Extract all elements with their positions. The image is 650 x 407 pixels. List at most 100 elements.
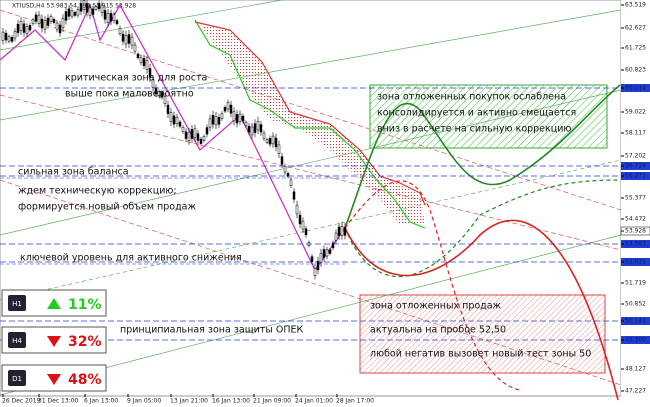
candle-body [100, 4, 104, 14]
trend-line [0, 179, 622, 386]
indicator-timeframe: H4 [12, 337, 22, 345]
candle-body [283, 166, 287, 173]
candle-body [193, 128, 197, 138]
indicator-badge [8, 332, 26, 348]
candle-body [28, 25, 32, 31]
bear-forecast [344, 219, 619, 401]
candle-body [127, 34, 131, 44]
channel-line [0, 89, 622, 236]
candle-body [199, 138, 203, 144]
time-label: 16 Jan 13:00 [212, 398, 250, 405]
annotation: выше пока маловероятно [65, 89, 194, 100]
candle-body [178, 121, 182, 127]
candle-body [160, 92, 164, 98]
candle-body [301, 220, 305, 230]
chart-header: XTIUSD,H4 53.983 54.194 53.915 53.928 [12, 3, 136, 10]
candle-body [238, 113, 242, 122]
candle-body [58, 24, 62, 34]
price-tag [621, 172, 650, 180]
candle-body [325, 249, 329, 257]
candle-body [124, 35, 128, 45]
indicator-badge [8, 370, 26, 386]
candle-body [142, 58, 146, 66]
price-label: 58.117 [625, 130, 646, 137]
indicator-arrow [47, 298, 61, 309]
price-tag [621, 84, 650, 92]
trend-line [0, 9, 622, 211]
price-label: 53.928 [625, 228, 646, 235]
candle-body [295, 204, 299, 215]
annotation: зона отложенных покупок ослаблена [377, 92, 566, 103]
price-label: 61.725 [625, 45, 646, 52]
annotation: вниз в расчете на сильную коррекцию [377, 124, 571, 135]
candle-body [172, 115, 176, 125]
candle-body [61, 18, 65, 28]
candle-body [94, 6, 98, 10]
zigzag [0, 3, 346, 272]
candle-body [232, 111, 236, 121]
annotation: критическая зона для роста [65, 73, 207, 84]
price-label: 48.127 [625, 366, 646, 373]
candle-body [106, 13, 110, 23]
candle-body [304, 228, 308, 235]
candle-body [181, 127, 185, 132]
time-label: 26 Dec 2019 [2, 398, 41, 405]
span-b [194, 21, 426, 206]
candle-body [13, 31, 17, 39]
indicator-arrow [47, 374, 61, 385]
candle-body [175, 116, 179, 125]
candle-body [217, 117, 221, 125]
candle-body [310, 256, 314, 263]
candle-body [331, 242, 335, 249]
candle-body [43, 20, 47, 30]
candle-body [316, 260, 320, 271]
candle-body [40, 18, 44, 29]
candle-body [130, 36, 134, 46]
candle-body [115, 20, 119, 25]
candle-body [340, 226, 344, 236]
candle-body [91, 8, 95, 15]
candle-body [151, 79, 155, 88]
span-a [194, 19, 426, 229]
price-tag [621, 162, 650, 170]
candle-body [34, 14, 38, 22]
time-label: 6 Jan 13:00 [84, 398, 118, 405]
candle-body [274, 137, 278, 148]
price-label: 55.377 [625, 195, 646, 202]
candle-body [226, 102, 230, 110]
channel-line [0, 159, 622, 301]
candle-body [1, 31, 5, 41]
candle-body [256, 120, 260, 131]
indicator-arrow [47, 336, 61, 347]
candle-body [211, 115, 215, 125]
candle-body [334, 232, 338, 241]
candle-body [169, 112, 173, 122]
candle-body [343, 226, 347, 236]
candle-body [88, 7, 92, 16]
annotation: сильная зона баланса [18, 167, 129, 178]
candle-body [79, 3, 83, 12]
candle-body [229, 104, 233, 114]
annotation: ждем техническую коррекцию; [18, 186, 177, 197]
candle-body [10, 36, 14, 42]
candle-body [70, 10, 74, 17]
time-label: 13 Jan 21:00 [170, 398, 208, 405]
price-label: 47.227 [625, 388, 646, 395]
price-label: 52.621 [625, 259, 646, 266]
price-label: 51.719 [625, 280, 646, 287]
candle-body [55, 22, 59, 30]
candle-body [121, 33, 125, 42]
price-axis [621, 0, 650, 396]
bear-forecast-alt [344, 180, 521, 391]
indicator-value: 48% [68, 372, 102, 388]
time-label: 31 Dec 13:00 [38, 398, 79, 405]
candle-body [280, 156, 284, 165]
candle-body [52, 18, 56, 23]
candle-body [103, 10, 107, 20]
price-label: 50.141 [625, 318, 646, 325]
candle-body [85, 3, 89, 13]
price-tag [621, 317, 650, 325]
price-label: 60.014 [625, 85, 646, 92]
candle-body [259, 124, 263, 133]
